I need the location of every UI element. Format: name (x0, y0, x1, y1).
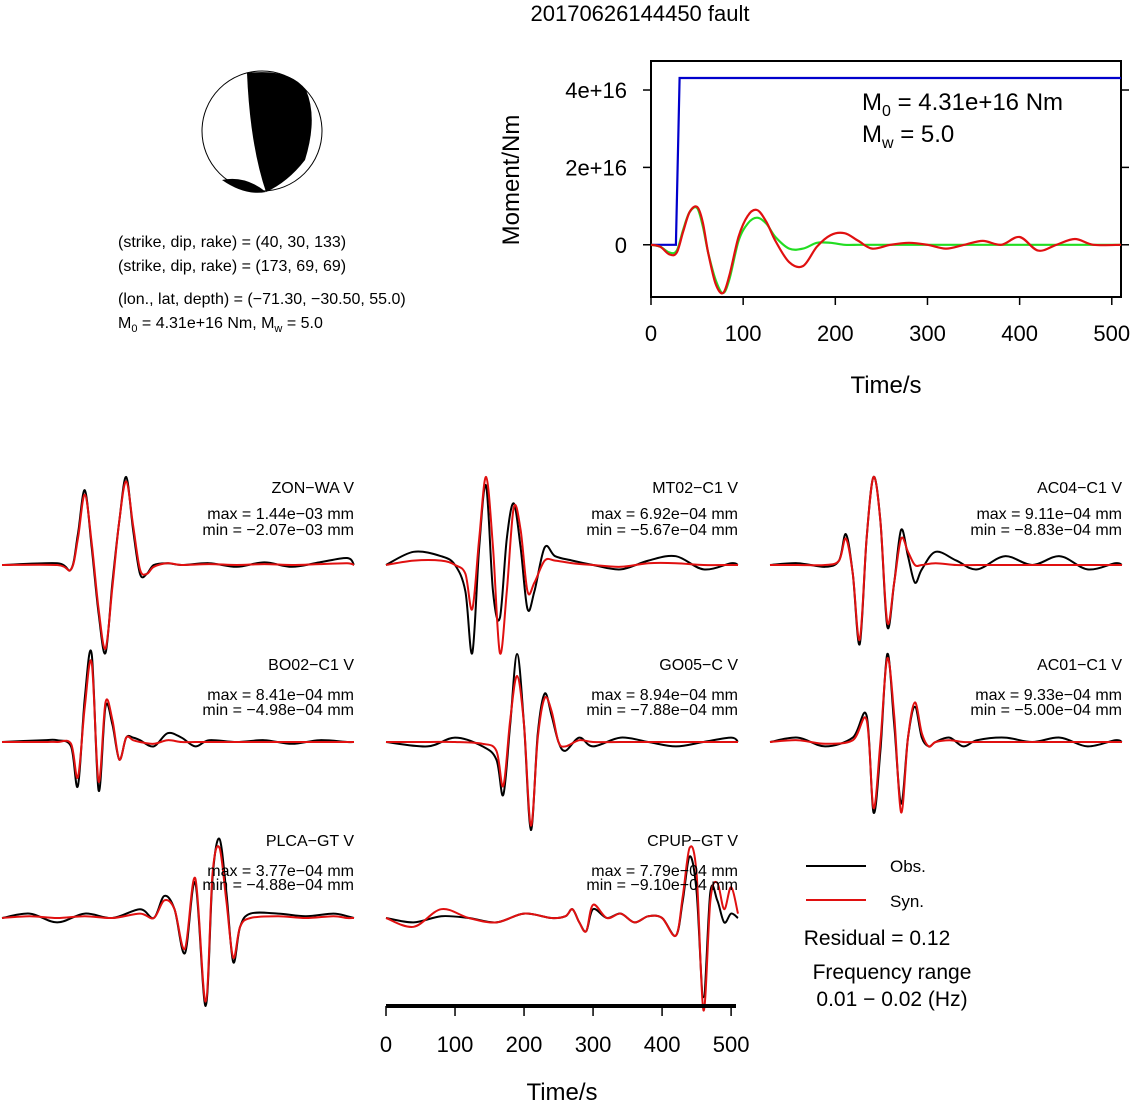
synthetic-trace (1, 480, 355, 650)
station-max: max = 7.79e−04 mm (591, 863, 738, 880)
moment-step-line (651, 76, 1121, 246)
synthetic-trace (769, 657, 1122, 814)
beachball-icon (201, 70, 323, 193)
station-name: MT02−C1 V (652, 480, 738, 497)
moment-x-tick-label: 200 (817, 321, 854, 346)
observed-trace (385, 484, 739, 655)
moment-y-tick-label: 2e+16 (565, 155, 627, 180)
frequency-range-value: 0.01 − 0.02 (Hz) (816, 988, 967, 1011)
synthetic-trace (385, 845, 739, 1012)
waveform-x-tick-label: 400 (644, 1032, 681, 1057)
observed-trace (769, 475, 1123, 646)
station-max: max = 9.33e−04 mm (975, 687, 1122, 704)
moment-y-tick-label: 4e+16 (565, 78, 627, 103)
station-min: min = −4.88e−04 mm (202, 877, 354, 894)
station-min: min = −5.00e−04 mm (970, 702, 1122, 719)
moment-m0-annotation: M0 = 4.31e+16 Nm (862, 89, 1063, 120)
figure-title: 20170626144450 fault (531, 1, 750, 26)
station-name: ZON−WA V (271, 480, 354, 497)
moment-x-tick-label: 300 (909, 321, 946, 346)
moment-green-line (650, 206, 1121, 295)
frequency-range-title: Frequency range (813, 961, 972, 984)
moment-mw-annotation: Mw = 5.0 (862, 121, 954, 152)
station-name: BO02−C1 V (268, 657, 354, 674)
residual-label: Residual = 0.12 (804, 927, 951, 950)
station-name: PLCA−GT V (266, 833, 355, 850)
station-name: GO05−C V (659, 657, 738, 674)
moment-x-label: Time/s (850, 372, 921, 399)
station-min: min = −8.83e−04 mm (970, 522, 1122, 539)
moment-x-tick-label: 400 (1001, 321, 1038, 346)
mechanism-plane-1: (strike, dip, rake) = (40, 30, 133) (118, 234, 346, 251)
mechanism-plane-2: (strike, dip, rake) = (173, 69, 69) (118, 258, 346, 275)
station-min: min = −2.07e−03 mm (202, 522, 354, 539)
moment-rate-chart: 0 2e+16 4e+16 0 100 200 300 400 500 Moment/Nm T… (498, 60, 1130, 399)
legend-obs-label: Obs. (890, 857, 926, 876)
moment-series-group (650, 76, 1122, 295)
waveform-x-tick-label: 300 (575, 1032, 612, 1057)
station-max: max = 8.94e−04 mm (591, 687, 738, 704)
station-name: AC01−C1 V (1037, 657, 1122, 674)
moment-y-axis: 0 2e+16 4e+16 (565, 78, 1129, 258)
observed-trace (1, 649, 355, 792)
legend-syn-label: Syn. (890, 892, 924, 911)
moment-x-axis: 0 100 200 300 400 500 (645, 297, 1130, 346)
mechanism-location: (lon., lat, depth) = (−71.30, −30.50, 55… (118, 291, 406, 308)
legend: Obs. Syn. Residual = 0.12 Frequency rang… (804, 857, 972, 1011)
moment-y-tick-label: 0 (615, 233, 627, 258)
station-name: CPUP−GT V (647, 833, 738, 850)
station-min: min = −4.98e−04 mm (202, 702, 354, 719)
observed-trace (769, 652, 1123, 814)
station-max: max = 1.44e−03 mm (207, 506, 354, 523)
station-name: AC04−C1 V (1037, 480, 1122, 497)
waveform-x-tick-label: 500 (713, 1032, 750, 1057)
station-max: max = 8.41e−04 mm (207, 687, 354, 704)
moment-x-tick-label: 500 (1093, 321, 1130, 346)
moment-x-tick-label: 100 (725, 321, 762, 346)
waveform-x-tick-label: 200 (506, 1032, 543, 1057)
moment-plot-frame (650, 60, 1122, 298)
moment-x-tick-label: 0 (645, 321, 657, 346)
mechanism-magnitude: M0 = 4.31e+16 Nm, Mw = 5.0 (118, 315, 323, 335)
moment-y-label: Moment/Nm (498, 115, 525, 246)
waveform-x-label: Time/s (526, 1079, 597, 1104)
waveform-x-tick-label: 100 (437, 1032, 474, 1057)
synthetic-trace (385, 475, 738, 655)
waveform-x-axis: 0 100 200 300 400 500 Time/s (380, 1004, 750, 1104)
synthetic-trace (1, 659, 354, 783)
station-max: max = 3.77e−04 mm (207, 863, 354, 880)
station-min: min = −9.10e−04 mm (586, 877, 738, 894)
station-min: min = −7.88e−04 mm (586, 702, 738, 719)
station-max: max = 9.11e−04 mm (976, 506, 1122, 523)
station-min: min = −5.67e−04 mm (586, 522, 738, 539)
synthetic-trace (769, 475, 1122, 641)
waveform-x-tick-label: 0 (380, 1032, 392, 1057)
synthetic-trace (1, 845, 355, 1003)
moment-red-line (650, 205, 1122, 295)
station-max: max = 6.92e−04 mm (591, 506, 738, 523)
synthetic-trace (385, 674, 738, 827)
